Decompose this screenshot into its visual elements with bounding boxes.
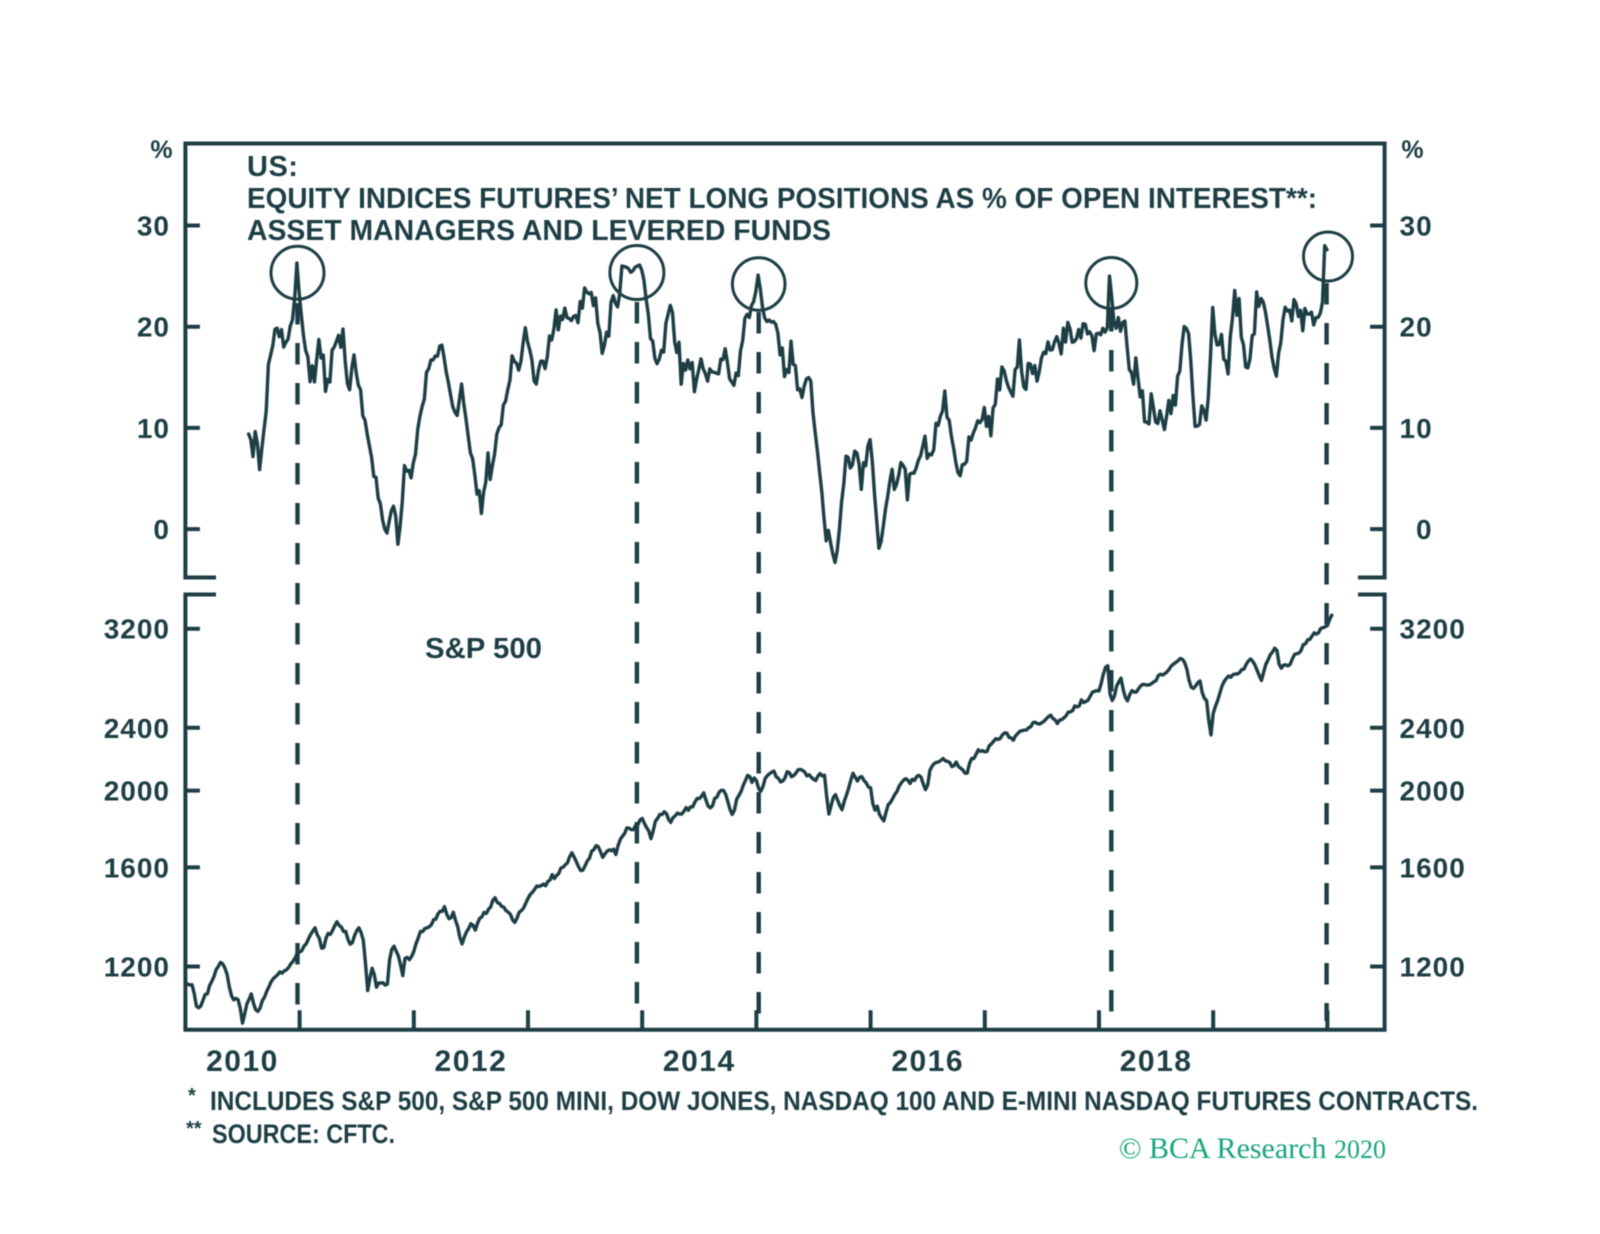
svg-text:2012: 2012 — [435, 1045, 508, 1078]
svg-text:1600: 1600 — [104, 852, 170, 883]
svg-text:3200: 3200 — [104, 614, 170, 645]
svg-text:20: 20 — [137, 312, 170, 343]
svg-text:2018: 2018 — [1120, 1045, 1193, 1078]
svg-text:30: 30 — [137, 211, 170, 242]
svg-text:S&P 500: S&P 500 — [425, 633, 542, 665]
svg-text:2010: 2010 — [206, 1045, 279, 1078]
svg-text:3200: 3200 — [1400, 614, 1466, 645]
svg-text:© BCΑ Research 2020: © BCΑ Research 2020 — [1119, 1132, 1386, 1165]
svg-text:INCLUDES S&P 500, S&P 500 MINI: INCLUDES S&P 500, S&P 500 MINI, DOW JONE… — [210, 1086, 1478, 1116]
svg-text:2000: 2000 — [1400, 776, 1466, 807]
svg-text:EQUITY INDICES FUTURES’ NET LO: EQUITY INDICES FUTURES’ NET LONG POSITIO… — [247, 183, 1317, 215]
svg-text:%: % — [150, 136, 173, 164]
svg-text:1600: 1600 — [1400, 852, 1466, 883]
svg-text:1200: 1200 — [1400, 952, 1466, 983]
svg-text:30: 30 — [1400, 211, 1433, 242]
svg-text:ASSET MANAGERS AND LEVERED FUN: ASSET MANAGERS AND LEVERED FUNDS — [247, 215, 831, 247]
svg-text:*: * — [188, 1085, 196, 1107]
svg-text:10: 10 — [137, 413, 170, 444]
svg-text:0: 0 — [153, 514, 170, 545]
svg-text:2014: 2014 — [663, 1045, 736, 1078]
svg-text:1200: 1200 — [104, 952, 170, 983]
svg-text:2400: 2400 — [104, 713, 170, 744]
svg-text:2016: 2016 — [891, 1045, 964, 1078]
svg-text:**: ** — [186, 1118, 202, 1140]
svg-text:%: % — [1401, 136, 1424, 164]
svg-text:0: 0 — [1416, 514, 1433, 545]
svg-text:US:: US: — [247, 151, 298, 183]
svg-text:2000: 2000 — [104, 776, 170, 807]
svg-text:SOURCE: CFTC.: SOURCE: CFTC. — [212, 1119, 395, 1149]
svg-text:20: 20 — [1400, 312, 1433, 343]
svg-text:10: 10 — [1400, 413, 1433, 444]
svg-text:2400: 2400 — [1400, 713, 1466, 744]
